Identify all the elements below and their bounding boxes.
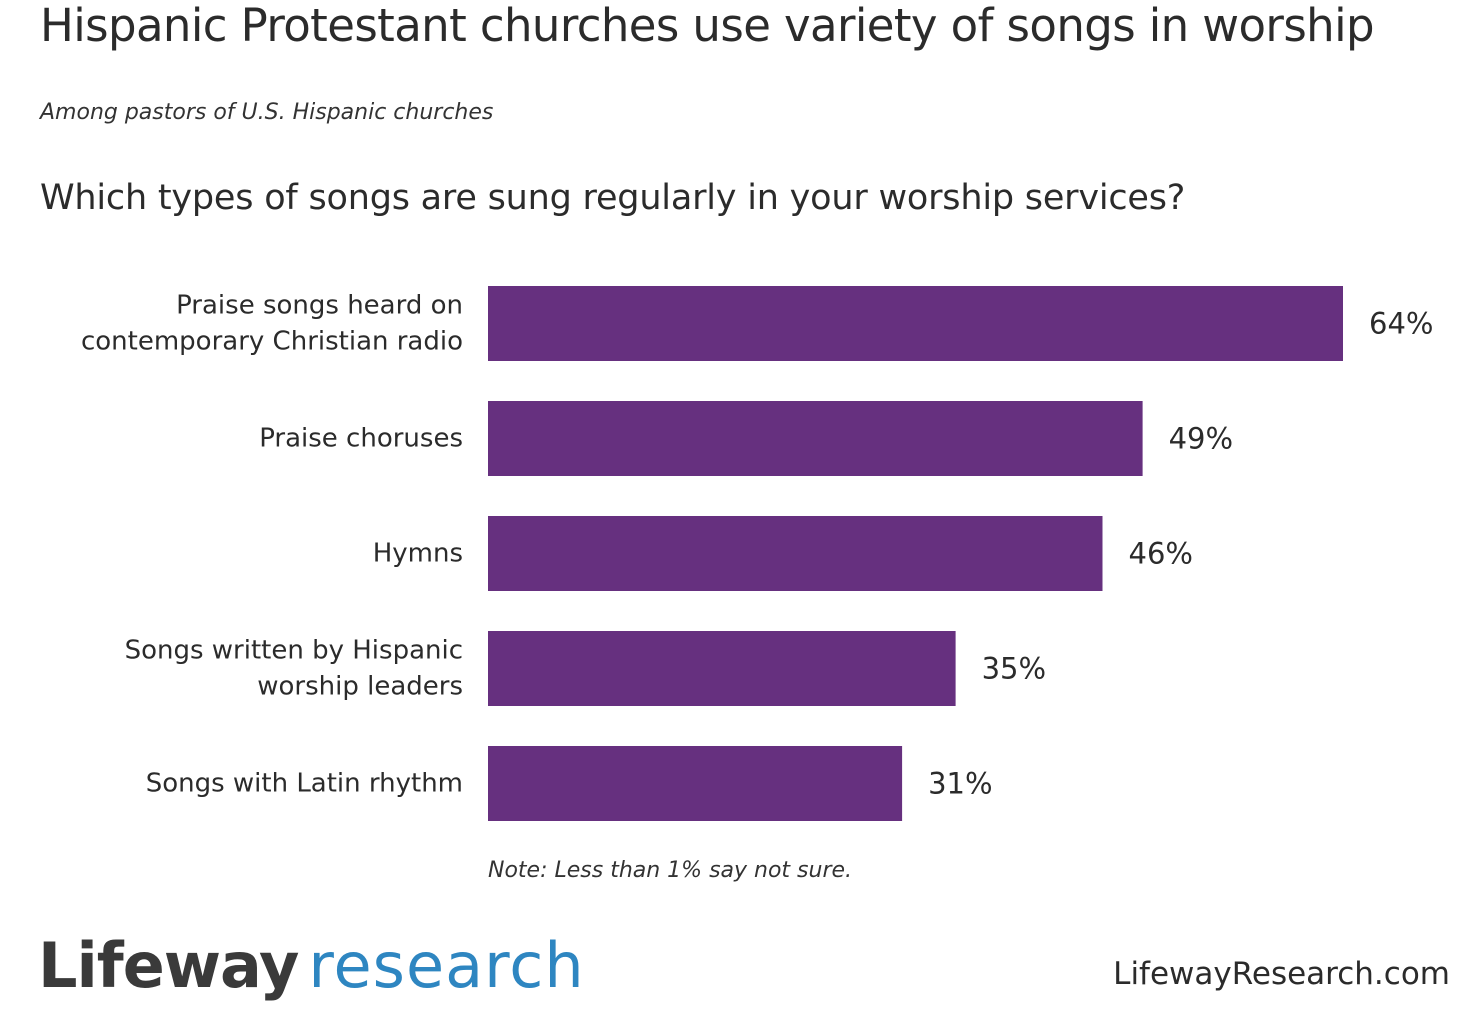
website-link[interactable]: LifewayResearch.com	[1113, 956, 1450, 992]
category-label: Praise choruses	[259, 424, 463, 454]
category-label: Songs with Latin rhythm	[146, 769, 463, 799]
bar-1	[488, 286, 1343, 361]
category-label: Hymns	[373, 539, 463, 569]
chart-note: Note: Less than 1% say not sure.	[488, 858, 853, 883]
category-label: Praise songs heard on contemporary Christ…	[81, 291, 463, 357]
chart-title: Hispanic Protestant churches use variety…	[40, 0, 1375, 52]
lifeway-research-logo: Lifeway research	[38, 926, 585, 1006]
category-label-line: contemporary Christian radio	[81, 327, 463, 357]
category-label-line: Hymns	[373, 539, 463, 569]
bar-5	[488, 746, 903, 821]
logo-brand-text: Lifeway	[38, 929, 299, 1002]
chart-subtitle: Among pastors of U.S. Hispanic churches	[40, 100, 494, 125]
bar-value-label: 64%	[1369, 307, 1433, 341]
bar-2	[488, 401, 1143, 476]
bar-value-label: 31%	[928, 767, 992, 801]
category-label-line: Songs written by Hispanic	[125, 636, 463, 666]
bar-value-label: 49%	[1169, 422, 1233, 456]
bar-value-label: 46%	[1129, 537, 1193, 571]
category-label: Songs written by Hispanic worship leaders	[125, 636, 463, 702]
logo-sub-text: research	[308, 929, 585, 1002]
category-label-line: worship leaders	[257, 672, 463, 702]
bar-chart: 64% Praise songs heard on contemporary Chr…	[81, 286, 1433, 821]
bar-3	[488, 516, 1103, 591]
survey-question: Which types of songs are sung regularly …	[40, 178, 1186, 218]
category-label-line: Praise songs heard on	[176, 291, 463, 321]
bar-value-label: 35%	[982, 652, 1046, 686]
category-label-line: Praise choruses	[259, 424, 463, 454]
category-label-line: Songs with Latin rhythm	[146, 769, 463, 799]
bar-4	[488, 631, 956, 706]
